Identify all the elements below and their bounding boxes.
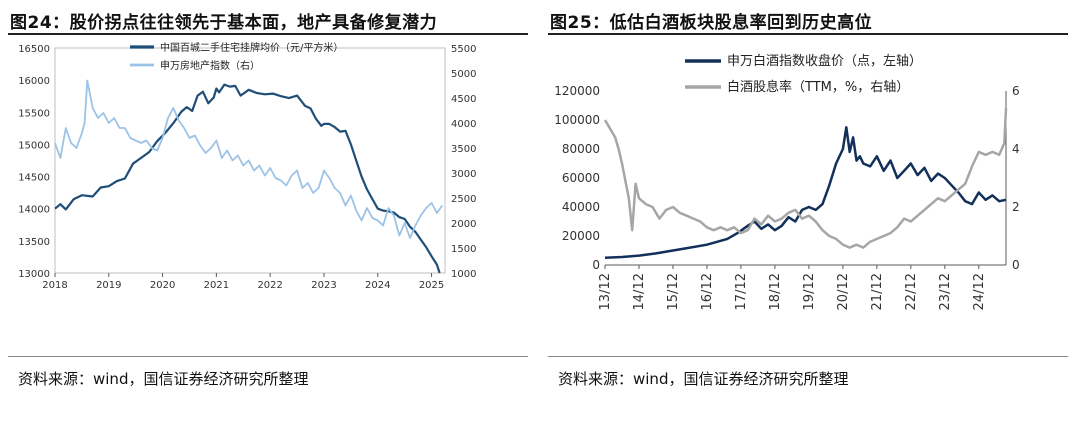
title-rule-2	[548, 33, 1068, 35]
right-tick-label-1: 1500	[451, 244, 476, 255]
right-tick-label-1: 3000	[451, 169, 476, 180]
chart-title-2: 图25：低估白酒板块股息率回到历史高位	[550, 13, 873, 33]
x-tick-label-2: 15/12	[666, 273, 681, 310]
right-tick-label-1: 2500	[451, 194, 476, 205]
x-tick-label-2: 22/12	[904, 273, 919, 310]
x-tick-label-2: 14/12	[632, 273, 647, 310]
x-tick-label-1: 2019	[96, 280, 121, 291]
right-tick-label-1: 4500	[451, 94, 476, 105]
legend-label-2-1: 白酒股息率（TTM，%，右轴）	[727, 79, 909, 95]
x-tick-label-2: 19/12	[802, 273, 817, 310]
chart-title-1: 图24：股价拐点往往领先于基本面，地产具备修复潜力	[10, 13, 438, 33]
series-line-2-1	[603, 108, 1008, 249]
right-tick-label-1: 3500	[451, 144, 476, 155]
chart-source-2: 资料来源：wind，国信证券经济研究所整理	[558, 370, 849, 388]
left-tick-label-2: 40000	[562, 200, 600, 214]
right-tick-label-1: 5000	[451, 69, 476, 80]
source-rule-2	[548, 356, 1068, 357]
left-tick-label-1: 14500	[18, 173, 50, 184]
x-tick-label-2: 13/12	[598, 273, 613, 310]
x-tick-label-1: 2018	[42, 280, 67, 291]
x-tick-label-2: 24/12	[972, 273, 987, 310]
plot-frame-1	[54, 47, 446, 274]
left-tick-label-1: 15500	[18, 108, 50, 119]
x-tick-label-2: 20/12	[836, 273, 851, 310]
left-tick-label-1: 15000	[18, 140, 50, 151]
left-tick-label-2: 0	[592, 258, 600, 272]
right-tick-label-2: 0	[1012, 258, 1020, 272]
chart-svg-2: 0 20000 40000 60000 80000 100000 120000 0 2 4 6 13/…	[554, 53, 1020, 310]
chart-source-1: 资料来源：wind，国信证券经济研究所整理	[18, 370, 309, 388]
x-tick-label-1: 2025	[419, 280, 444, 291]
legend-label-1-1: 申万房地产指数（右）	[160, 59, 260, 72]
x-tick-label-2: 23/12	[938, 273, 953, 310]
x-tick-label-1: 2022	[257, 280, 282, 291]
left-tick-label-2: 120000	[554, 84, 600, 98]
x-tick-label-2: 17/12	[734, 273, 749, 310]
title-rule-1	[8, 33, 528, 35]
right-tick-label-1: 2000	[451, 219, 476, 230]
right-tick-label-1: 4000	[451, 119, 476, 130]
right-tick-label-1: 5500	[451, 44, 476, 55]
x-tick-label-1: 2024	[365, 280, 390, 291]
series-line-2-0	[604, 126, 1007, 260]
right-tick-label-2: 6	[1012, 84, 1020, 98]
left-tick-label-2: 20000	[562, 229, 600, 243]
chart-svg-1: 13000 13500 14000 14500 15000 15500 16000 16500…	[18, 41, 476, 291]
left-tick-label-1: 13500	[18, 237, 50, 248]
series-line-1-1	[54, 79, 444, 239]
source-rule-1	[8, 356, 528, 357]
x-tick-label-2: 21/12	[870, 273, 885, 310]
left-tick-label-1: 16000	[18, 76, 50, 87]
series-line-1-0	[54, 83, 441, 274]
legend-label-2-0: 申万白酒指数收盘价（点，左轴）	[727, 53, 922, 69]
right-tick-label-2: 2	[1012, 200, 1020, 214]
x-tick-label-1: 2021	[204, 280, 229, 291]
chart-panel-1: 图24：股价拐点往往领先于基本面，地产具备修复潜力 13000 13500 1400…	[8, 13, 528, 388]
left-tick-label-1: 14000	[18, 205, 50, 216]
left-tick-label-2: 60000	[562, 171, 600, 185]
x-tick-label-1: 2023	[311, 280, 336, 291]
x-tick-label-1: 2020	[150, 280, 175, 291]
x-tick-label-2: 18/12	[768, 273, 783, 310]
right-tick-label-1: 1000	[451, 269, 476, 280]
left-tick-label-2: 100000	[554, 113, 600, 127]
right-tick-label-2: 4	[1012, 142, 1020, 156]
left-tick-label-1: 16500	[18, 44, 50, 55]
legend-label-1-0: 中国百城二手住宅挂牌均价（元/平方米）	[160, 41, 343, 54]
x-tick-label-2: 16/12	[700, 273, 715, 310]
chart-panel-2: 图25：低估白酒板块股息率回到历史高位 0 20000 40000 60000 8000…	[540, 0, 1080, 421]
left-tick-label-1: 13000	[18, 269, 50, 280]
left-tick-label-2: 80000	[562, 142, 600, 156]
